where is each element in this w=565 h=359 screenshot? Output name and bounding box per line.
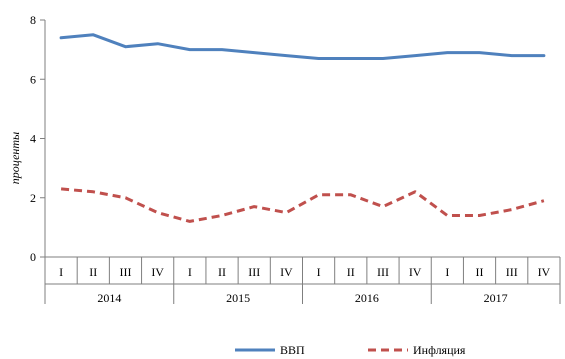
x-tick-label: I: [59, 265, 63, 279]
series-line-inflation: [60, 187, 545, 223]
legend: ВВП Инфляция: [235, 343, 466, 357]
y-tick-label: 0: [30, 250, 36, 264]
x-tick-label: II: [347, 265, 355, 279]
x-tick-label: I: [317, 265, 321, 279]
x-tick-label: II: [89, 265, 97, 279]
y-tick-label: 6: [30, 72, 36, 86]
x-tick-label: II: [218, 265, 226, 279]
x-tick-label: III: [119, 265, 131, 279]
x-tick-label: III: [377, 265, 389, 279]
x-tick-label: IV: [538, 265, 551, 279]
x-tick-label: III: [248, 265, 260, 279]
series-line-gdp: [59, 33, 546, 60]
x-tick-label: I: [445, 265, 449, 279]
y-axis-label: проценты: [8, 132, 22, 184]
x-tick-label: I: [188, 265, 192, 279]
x-tick-label: IV: [409, 265, 422, 279]
y-tick-label: 4: [30, 132, 36, 146]
x-tick-label: III: [506, 265, 518, 279]
series-lines: [59, 33, 546, 223]
year-label: 2016: [355, 291, 379, 305]
year-label: 2017: [484, 291, 508, 305]
y-tick-label: 2: [30, 191, 36, 205]
legend-label: Инфляция: [413, 343, 466, 357]
year-label: 2014: [97, 291, 121, 305]
y-axis: 0 2 4 6 8: [30, 13, 46, 264]
y-tick-label: 8: [30, 13, 36, 27]
x-tick-label: II: [476, 265, 484, 279]
x-tick-label: IV: [151, 265, 164, 279]
year-label: 2015: [226, 291, 250, 305]
x-tick-label: IV: [280, 265, 293, 279]
legend-label: ВВП: [280, 343, 305, 357]
